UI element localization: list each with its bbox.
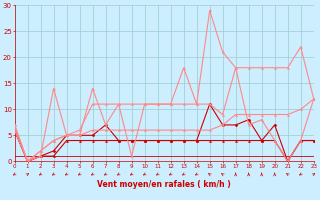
X-axis label: Vent moyen/en rafales ( km/h ): Vent moyen/en rafales ( km/h ) xyxy=(97,180,231,189)
